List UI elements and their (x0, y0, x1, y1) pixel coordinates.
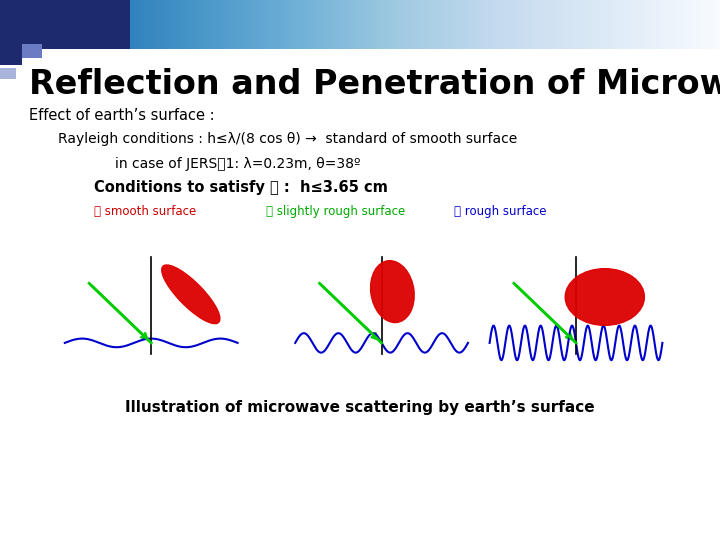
Text: Ⓢ smooth surface: Ⓢ smooth surface (94, 205, 196, 218)
Text: Effect of earth’s surface :: Effect of earth’s surface : (29, 108, 215, 123)
Bar (0, 49, 22, 65)
Text: Conditions to satisfy Ⓢ :  h≤3.65 cm: Conditions to satisfy Ⓢ : h≤3.65 cm (94, 180, 387, 195)
Bar (22, 44, 42, 58)
Text: in case of JERS＇1: λ=0.23m, θ=38º: in case of JERS＇1: λ=0.23m, θ=38º (115, 157, 361, 171)
Text: Ⓤ rough surface: Ⓤ rough surface (454, 205, 546, 218)
Ellipse shape (162, 265, 220, 323)
Text: Reflection and Penetration of Microwave: Reflection and Penetration of Microwave (29, 68, 720, 100)
Bar (0, 68, 16, 79)
Ellipse shape (371, 261, 414, 322)
Text: Rayleigh conditions : h≤λ/(8 cos θ) →  standard of smooth surface: Rayleigh conditions : h≤λ/(8 cos θ) → st… (58, 132, 517, 146)
Text: Ⓣ slightly rough surface: Ⓣ slightly rough surface (266, 205, 405, 218)
Text: Illustration of microwave scattering by earth’s surface: Illustration of microwave scattering by … (125, 400, 595, 415)
Ellipse shape (565, 268, 644, 325)
Bar (0, 0, 130, 49)
